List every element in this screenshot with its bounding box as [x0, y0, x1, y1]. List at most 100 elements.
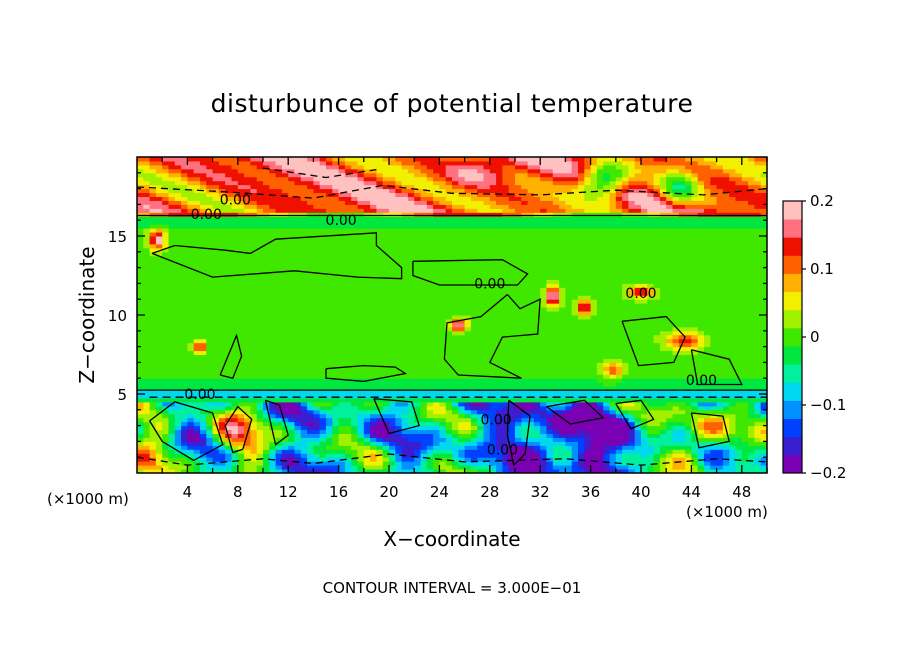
field-cell — [666, 295, 673, 300]
field-cell — [615, 401, 623, 407]
field-cell — [382, 413, 390, 419]
field-cell — [527, 382, 535, 387]
field-cell — [439, 279, 447, 284]
field-cell — [584, 362, 592, 367]
field-cell — [294, 382, 302, 387]
field-cell — [559, 413, 566, 419]
field-cell — [414, 295, 421, 300]
field-cell — [231, 358, 239, 363]
field-cell — [609, 401, 617, 407]
field-cell — [181, 421, 188, 427]
field-cell — [760, 390, 768, 395]
field-cell — [168, 311, 176, 316]
field-cell — [641, 441, 648, 446]
field-cell — [634, 322, 642, 328]
field-cell — [231, 401, 239, 407]
field-cell — [508, 354, 516, 359]
field-cell — [565, 374, 573, 379]
field-cell — [256, 413, 264, 419]
field-cell — [256, 405, 264, 411]
field-cell — [634, 334, 642, 340]
field-cell — [653, 409, 661, 415]
field-cell — [445, 315, 453, 320]
field-cell — [187, 326, 195, 332]
field-cell — [326, 441, 333, 446]
field-cell — [590, 386, 598, 391]
field-cell — [666, 429, 673, 434]
field-cell — [634, 287, 642, 292]
field-cell — [363, 346, 371, 352]
field-cell — [149, 350, 157, 355]
field-cell — [596, 409, 604, 415]
field-cell — [452, 425, 459, 431]
field-cell — [489, 378, 497, 383]
field-cell — [187, 445, 195, 450]
field-cell — [615, 342, 623, 348]
field-cell — [741, 374, 749, 379]
field-cell — [609, 342, 617, 348]
field-cell — [754, 303, 762, 308]
field-cell — [155, 413, 163, 419]
field-cell — [439, 469, 447, 474]
field-cell — [319, 291, 327, 296]
field-cell — [452, 303, 459, 308]
field-cell — [357, 465, 365, 470]
field-cell — [275, 303, 283, 308]
field-cell — [445, 350, 453, 355]
field-cell — [603, 445, 610, 450]
field-cell — [540, 275, 547, 280]
field-cell — [489, 421, 497, 427]
field-cell — [672, 386, 680, 391]
field-cell — [401, 449, 409, 454]
field-cell — [389, 334, 396, 340]
field-cell — [615, 417, 623, 423]
field-cell — [168, 346, 176, 352]
field-cell — [426, 394, 434, 399]
field-cell — [326, 346, 333, 352]
field-cell — [452, 299, 459, 304]
field-cell — [584, 457, 592, 462]
field-cell — [363, 318, 371, 324]
field-cell — [628, 315, 636, 320]
field-cell — [521, 287, 529, 292]
field-cell — [489, 342, 497, 348]
field-cell — [584, 358, 592, 363]
field-cell — [420, 413, 428, 419]
field-cell — [533, 429, 541, 434]
field-cell — [168, 417, 176, 423]
field-cell — [376, 465, 384, 470]
field-cell — [697, 433, 705, 438]
field-cell — [212, 457, 220, 462]
field-cell — [162, 421, 169, 427]
field-cell — [162, 465, 169, 470]
field-cell — [187, 429, 195, 434]
field-cell — [603, 469, 610, 474]
field-cell — [225, 378, 232, 383]
field-cell — [137, 275, 144, 280]
field-cell — [313, 437, 321, 442]
field-cell — [641, 405, 648, 411]
field-cell — [313, 382, 321, 387]
field-cell — [137, 307, 144, 312]
field-cell — [155, 366, 163, 371]
field-cell — [439, 465, 447, 470]
field-cell — [615, 283, 623, 288]
field-cell — [174, 374, 182, 379]
field-cell — [748, 362, 755, 367]
field-cell — [338, 421, 346, 427]
field-cell — [722, 386, 730, 391]
field-cell — [647, 303, 655, 308]
field-cell — [452, 307, 459, 312]
field-cell — [578, 311, 585, 316]
field-cell — [735, 350, 743, 355]
field-cell — [137, 342, 144, 348]
field-cell — [691, 275, 699, 280]
field-cell — [634, 366, 642, 371]
field-cell — [691, 307, 699, 312]
field-cell — [584, 287, 592, 292]
field-cell — [231, 390, 239, 395]
field-cell — [565, 350, 573, 355]
field-cell — [628, 358, 636, 363]
field-cell — [439, 429, 447, 434]
field-cell — [225, 445, 232, 450]
